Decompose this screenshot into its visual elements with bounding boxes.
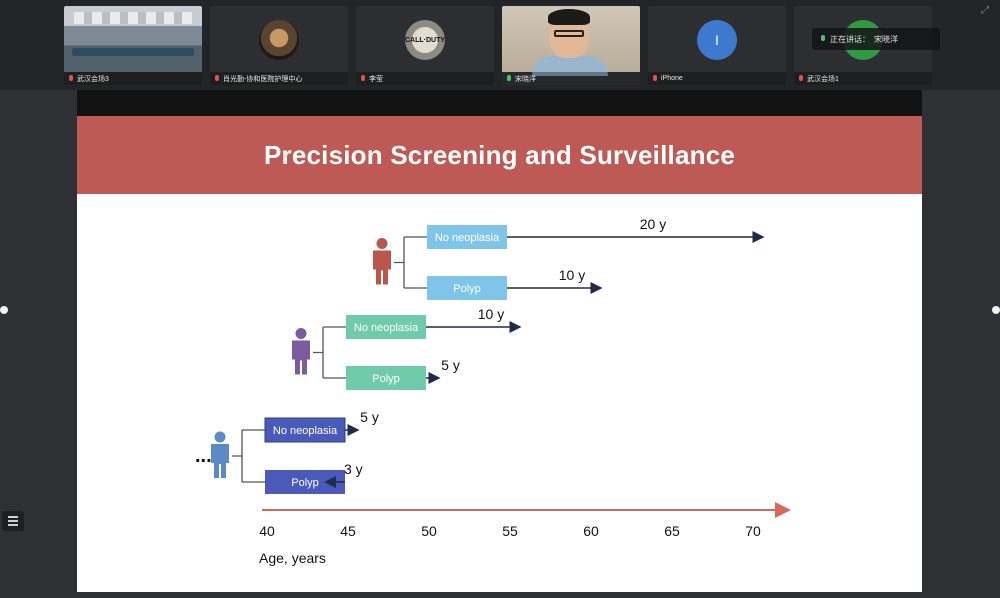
branch-label: Polyp [291, 477, 319, 489]
branch-connector [394, 236, 427, 289]
axis-tick-label: 45 [340, 523, 356, 539]
axis-tick-label: 55 [502, 523, 518, 539]
interval-label: 5 y [360, 409, 379, 425]
participant-tile[interactable]: 武汉会场3 [64, 6, 202, 85]
polyp-box [427, 276, 507, 300]
interval-label: 10 y [559, 267, 585, 283]
branch-connector [232, 429, 265, 483]
interval-label: 20 y [640, 216, 666, 232]
interval-label: 10 y [478, 306, 504, 322]
branch-connector [313, 326, 346, 379]
presentation-slide: Precision Screening and Surveillance 40 4… [77, 116, 922, 592]
person-icon [373, 250, 391, 285]
participant-name: 李莹 [369, 75, 383, 83]
participant-name: 武汉会场1 [807, 75, 839, 83]
mic-active-icon [506, 74, 512, 83]
axis-tick-label: 60 [583, 523, 599, 539]
participant-name: iPhone [661, 75, 683, 82]
surveillance-diagram: 40 45 50 55 60 65 70 Age, years... No neoplasia 2… [195, 216, 791, 566]
axis-label: Age, years [259, 550, 326, 566]
expand-icon[interactable]: ⤢ [981, 5, 989, 16]
participant-name: 武汉会场3 [77, 75, 109, 83]
mic-muted-icon [214, 74, 220, 83]
right-handle[interactable] [992, 306, 1000, 314]
polyp-box [346, 366, 426, 390]
person-icon-head [295, 328, 307, 339]
room-video [64, 6, 202, 72]
participant-tile[interactable]: I iPhone [648, 6, 786, 85]
person-icon [211, 444, 229, 478]
branch-label: No neoplasia [273, 425, 338, 437]
slide-header: Precision Screening and Surveillance [77, 116, 922, 194]
axis-tick-label: 65 [664, 523, 680, 539]
speaking-indicator: 正在讲话： 宋晓洋 [812, 28, 940, 50]
mic-muted-icon [68, 74, 74, 83]
branch-label: Polyp [453, 283, 481, 295]
left-handle[interactable] [0, 306, 8, 314]
person-icon-head [214, 431, 226, 443]
person-icon-head [376, 238, 388, 249]
axis-tick-label: 50 [421, 523, 437, 539]
axis-tick-label: 40 [259, 523, 275, 539]
list-icon[interactable] [2, 511, 24, 531]
mic-muted-icon [798, 74, 804, 83]
mic-icon [820, 35, 826, 43]
branch-label: No neoplasia [354, 322, 419, 334]
avatar: CALL·DUTY [405, 20, 445, 60]
ellipsis: ... [195, 445, 212, 467]
branch-label: Polyp [372, 373, 400, 385]
speaking-label: 正在讲话： [830, 34, 870, 44]
interval-label: 3 y [344, 461, 363, 477]
avatar: I [697, 20, 737, 60]
participant-tile-active-speaker[interactable]: 宋晓洋 [502, 6, 640, 85]
participant-tile[interactable]: CALL·DUTY 李莹 [356, 6, 494, 85]
mic-muted-icon [652, 74, 658, 83]
branch-label: No neoplasia [435, 232, 500, 244]
speaker-video [502, 6, 640, 76]
participant-name: 肖光勤-协和医院护理中心 [223, 75, 303, 83]
participant-strip: 武汉会场3 肖光勤-协和医院护理中心 CALL·DUTY 李莹 宋晓洋 I iP… [0, 0, 1000, 90]
no-neoplasia-box [346, 315, 426, 339]
speaking-name: 宋晓洋 [874, 34, 898, 44]
interval-label: 5 y [441, 357, 460, 373]
participant-name: 宋晓洋 [515, 75, 536, 83]
slide-top-bar [77, 90, 922, 116]
participant-tile[interactable]: 肖光勤-协和医院护理中心 [210, 6, 348, 85]
mic-muted-icon [360, 74, 366, 83]
person-icon [292, 340, 310, 375]
slide-title: Precision Screening and Surveillance [263, 139, 736, 170]
axis-tick-label: 70 [745, 523, 761, 539]
avatar [259, 20, 299, 60]
no-neoplasia-box [427, 225, 507, 249]
